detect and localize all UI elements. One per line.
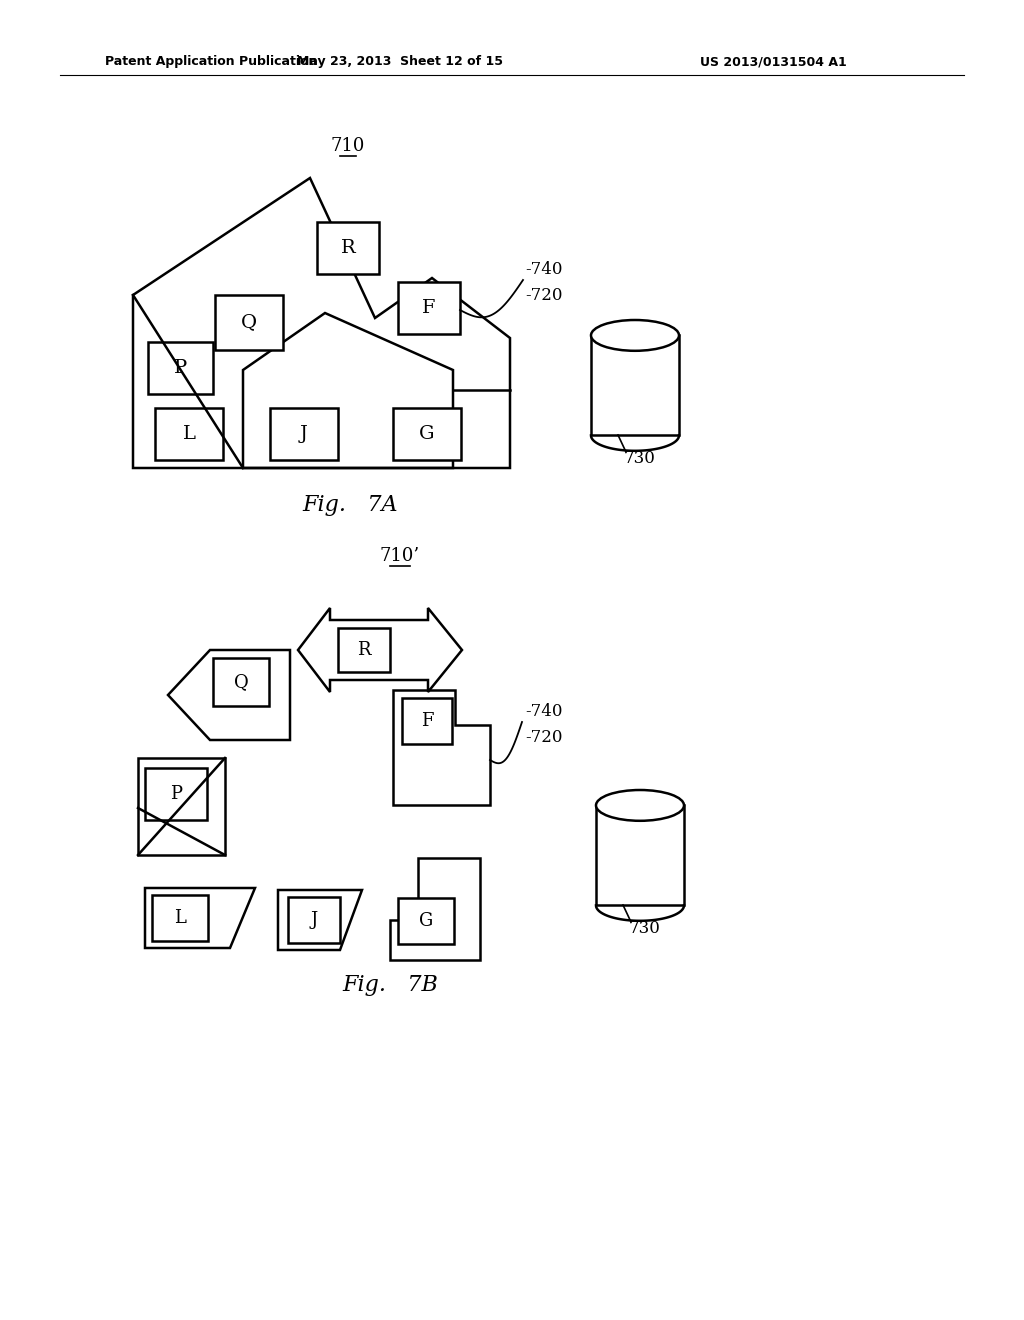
Bar	[338, 628, 390, 672]
Text: -720: -720	[525, 729, 562, 746]
Bar	[591, 335, 679, 436]
Bar	[596, 805, 684, 906]
Bar	[398, 282, 460, 334]
Text: 730: 730	[624, 450, 656, 467]
Text: G: G	[419, 912, 433, 931]
Bar	[145, 768, 207, 820]
Text: P: P	[174, 359, 187, 378]
Bar	[148, 342, 213, 393]
Text: R: R	[357, 642, 371, 659]
Bar	[398, 898, 454, 944]
Bar	[152, 895, 208, 941]
Text: J: J	[310, 911, 317, 929]
Text: G: G	[419, 425, 435, 444]
Text: US 2013/0131504 A1: US 2013/0131504 A1	[700, 55, 847, 69]
Text: P: P	[170, 785, 182, 803]
Text: Fig.   7B: Fig. 7B	[342, 974, 438, 997]
Text: Q: Q	[241, 314, 257, 331]
Bar	[393, 408, 461, 459]
Text: May 23, 2013  Sheet 12 of 15: May 23, 2013 Sheet 12 of 15	[297, 55, 503, 69]
Ellipse shape	[591, 319, 679, 351]
Bar	[215, 294, 283, 350]
Text: 710’: 710’	[380, 546, 420, 565]
Text: R: R	[341, 239, 355, 257]
Ellipse shape	[596, 789, 684, 821]
Text: -720: -720	[525, 286, 562, 304]
Bar	[317, 222, 379, 275]
Bar	[288, 898, 340, 942]
Text: Fig.   7A: Fig. 7A	[302, 494, 397, 516]
Text: Q: Q	[233, 673, 249, 690]
Text: F: F	[421, 711, 433, 730]
Bar	[155, 408, 223, 459]
Text: 710: 710	[331, 137, 366, 154]
Bar	[270, 408, 338, 459]
Text: J: J	[300, 425, 308, 444]
Text: Patent Application Publication: Patent Application Publication	[105, 55, 317, 69]
Bar	[402, 698, 452, 744]
Bar	[213, 657, 269, 706]
Text: L: L	[174, 909, 186, 927]
Text: L: L	[182, 425, 196, 444]
Text: F: F	[422, 300, 436, 317]
Text: 730: 730	[629, 920, 660, 937]
Text: -740: -740	[525, 261, 562, 279]
Text: -740: -740	[525, 704, 562, 721]
